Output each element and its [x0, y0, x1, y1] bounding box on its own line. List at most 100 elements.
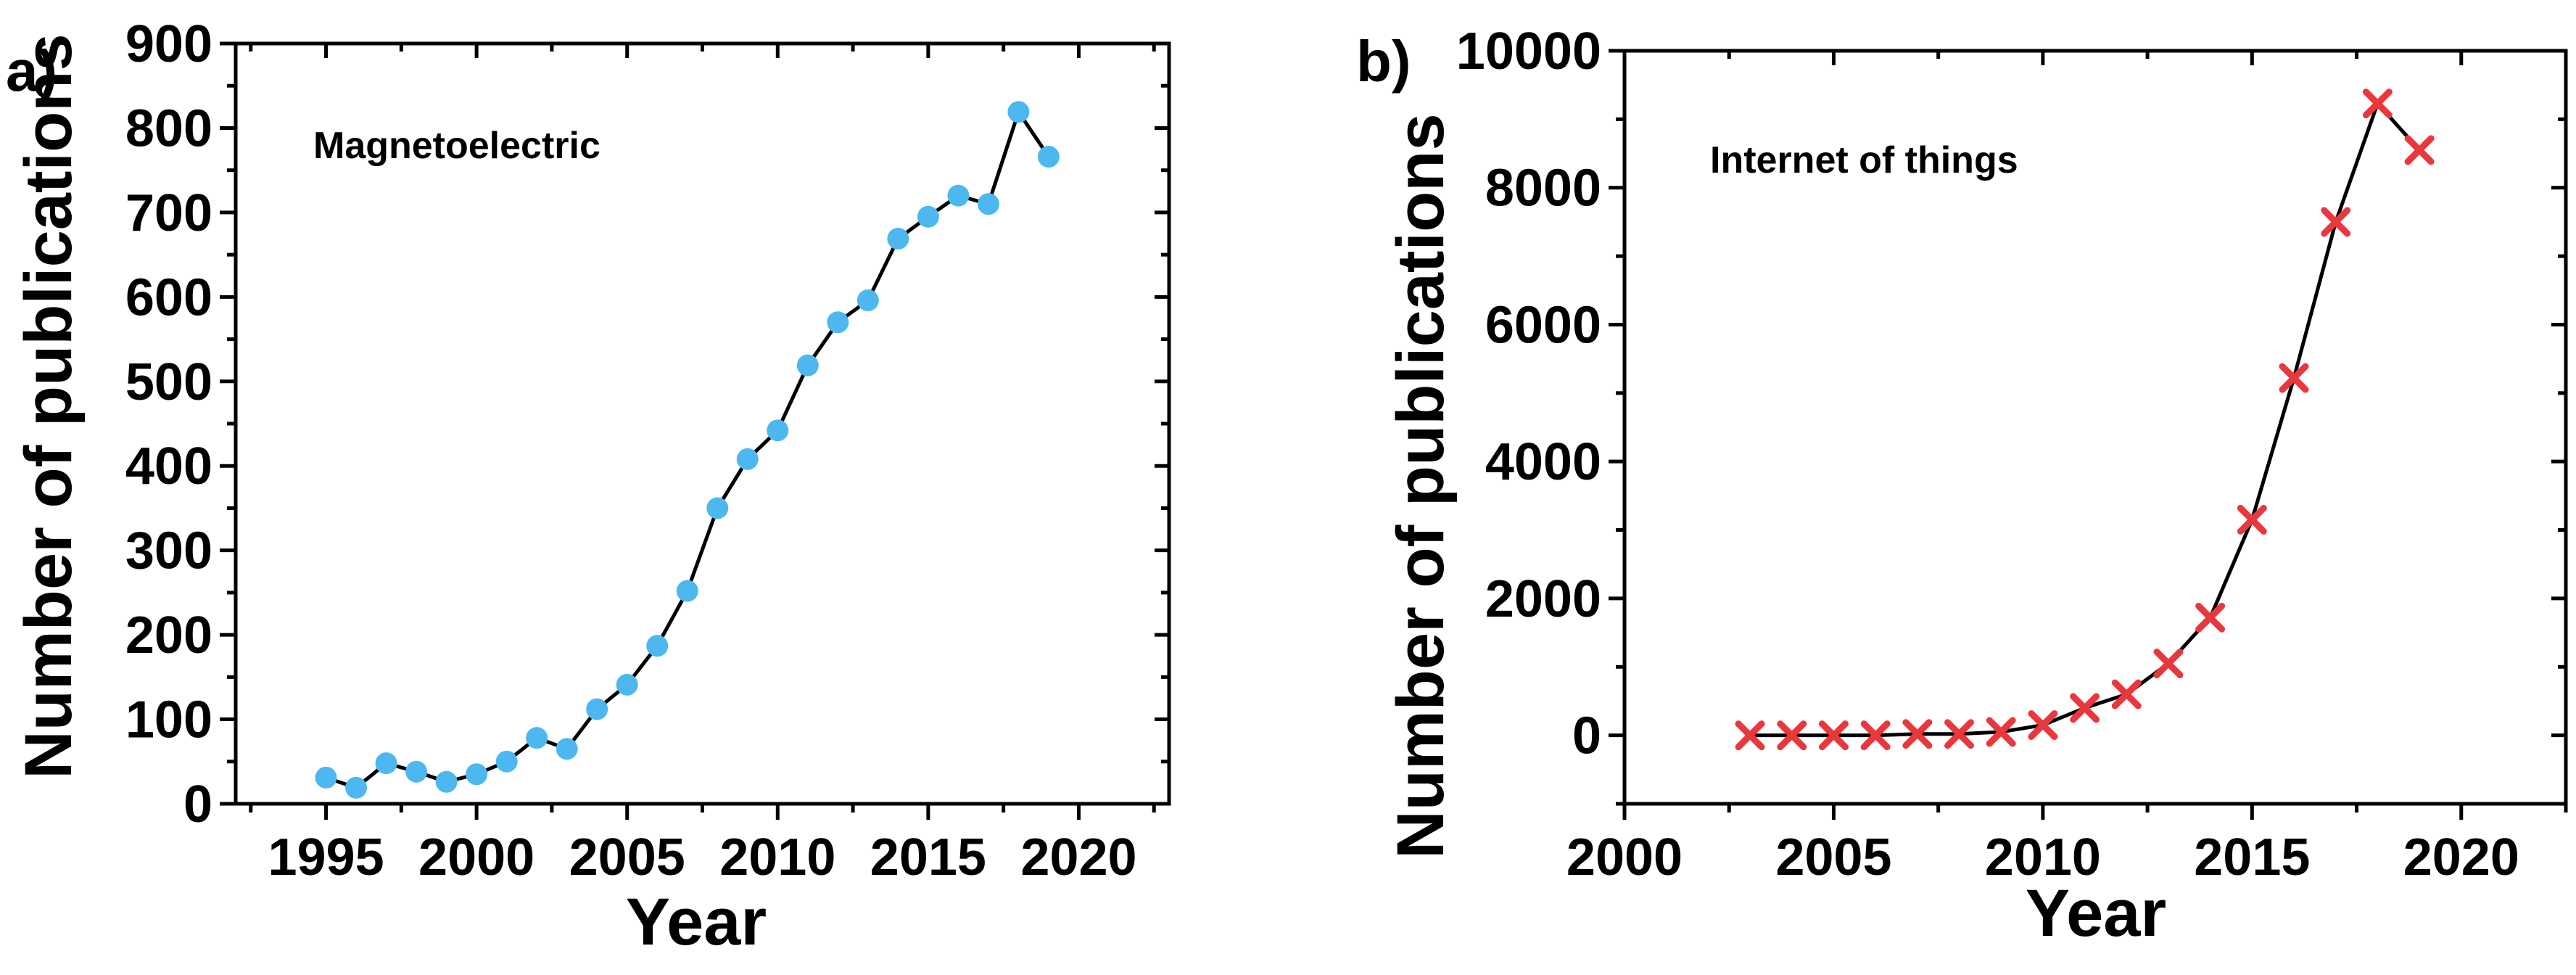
data-point-stroke: [1777, 720, 1807, 751]
plot-area-b: 0 2000 4000 6000 8000 10000 2000 2005 2010 2015 20…: [1456, 22, 2568, 886]
y-tick-label: 6000: [1485, 296, 1601, 354]
data-point: [887, 227, 909, 250]
data-point: [1818, 720, 1849, 751]
x-tick-label: 2015: [2194, 828, 2310, 886]
data-point: [2279, 363, 2309, 393]
annotation-internet-of-things: Internet of things: [1710, 139, 2018, 181]
plot-area-a: 0 100 200 300 400 500 600 700 800 900 1995 2000 2005…: [125, 15, 1171, 886]
data-point-stroke: [2237, 504, 2267, 535]
data-point: [1007, 101, 1030, 123]
data-point: [345, 776, 368, 799]
data-point-stroke: [2195, 602, 2226, 633]
data-point-stroke: [2070, 693, 2100, 723]
y-tick-label: 4000: [1485, 433, 1601, 491]
series-line: [325, 110, 1051, 790]
x-tick-label: 1995: [268, 828, 384, 886]
data-point: [556, 738, 578, 760]
y-tick-label: 2000: [1485, 570, 1601, 628]
x-tick-label: 2020: [2403, 828, 2519, 886]
y-tick-label: 200: [125, 606, 212, 665]
data-point: [706, 497, 729, 519]
data-point: [2321, 207, 2351, 237]
x-tick-label: 2000: [1566, 828, 1683, 886]
y-tick-label: 10000: [1456, 22, 1601, 81]
x-axis-title-b: Year: [2026, 876, 2166, 950]
x-tick-label: 2005: [1775, 828, 1891, 886]
y-tick-label: 500: [125, 353, 212, 411]
y-tick-label: 300: [125, 522, 212, 580]
data-point-stroke: [2111, 679, 2142, 709]
panel-label-b: b): [1356, 29, 1411, 94]
data-point: [495, 750, 518, 773]
data-point: [1860, 720, 1891, 751]
x-axis-title-a: Year: [626, 885, 767, 959]
data-point: [586, 698, 608, 720]
data-point-stroke: [1902, 719, 1933, 749]
y-tick-label: 0: [183, 776, 212, 834]
y-tick-label: 700: [125, 184, 212, 242]
data-point: [375, 752, 397, 775]
data-point-stroke: [2153, 649, 2184, 679]
y-tick-label: 0: [1572, 707, 1601, 765]
x-tick-label: 2010: [719, 828, 835, 886]
data-point-stroke: [1860, 720, 1891, 751]
data-point: [1944, 719, 1975, 749]
y-tick-label: 8000: [1485, 160, 1601, 218]
x-tick-label: 2010: [1985, 828, 2101, 886]
data-point: [2111, 679, 2142, 709]
data-point: [1986, 717, 2016, 747]
data-point-stroke: [1986, 717, 2016, 747]
data-point-stroke: [2362, 89, 2393, 119]
x-tick-label: 2000: [418, 828, 534, 886]
data-point: [435, 770, 458, 793]
series-line: [1750, 102, 2421, 738]
data-point: [2028, 709, 2058, 740]
data-point: [646, 635, 669, 657]
y-tick-label: 400: [125, 437, 212, 495]
data-point: [796, 354, 819, 377]
data-point-stroke: [2028, 709, 2058, 740]
data-point: [526, 727, 548, 749]
y-tick-label: 100: [125, 691, 212, 749]
data-point: [315, 766, 337, 789]
y-tick-label: 800: [125, 99, 212, 157]
chart-internet-of-things: b) Internet of things Year Number of pub…: [1356, 22, 2568, 950]
data-point-stroke: [1944, 719, 1975, 749]
data-point: [856, 289, 879, 311]
data-point: [616, 673, 638, 696]
data-point: [947, 184, 970, 207]
data-point: [405, 760, 428, 783]
data-point-stroke: [2321, 207, 2351, 237]
x-tick-label: 2020: [1020, 828, 1136, 886]
data-point: [2153, 649, 2184, 679]
data-point: [1037, 146, 1060, 168]
data-point: [1902, 719, 1933, 749]
x-tick-label: 2005: [569, 828, 685, 886]
y-axis-title-b: Number of publications: [1384, 113, 1458, 858]
data-point: [736, 448, 759, 470]
data-point: [676, 580, 698, 602]
panel-label-a: a): [6, 38, 57, 103]
data-point: [2070, 693, 2100, 723]
data-point-stroke: [1818, 720, 1849, 751]
annotation-magnetoelectric: Magnetoelectric: [313, 125, 600, 167]
y-tick-label: 600: [125, 268, 212, 326]
data-point: [917, 205, 939, 228]
data-point-stroke: [2279, 363, 2309, 393]
data-point: [977, 193, 999, 215]
data-point: [2404, 135, 2435, 165]
x-tick-label: 2015: [870, 828, 986, 886]
data-point: [2195, 602, 2226, 633]
data-point-stroke: [1735, 720, 1765, 751]
data-point: [767, 419, 789, 442]
plot-frame: [1622, 49, 2568, 806]
data-point-stroke: [2404, 135, 2435, 165]
data-point: [1735, 720, 1765, 751]
data-point: [1777, 720, 1807, 751]
data-point: [827, 311, 849, 334]
y-tick-label: 900: [125, 15, 212, 73]
data-point: [466, 763, 488, 786]
data-point: [2237, 504, 2267, 535]
data-point: [2362, 89, 2393, 119]
